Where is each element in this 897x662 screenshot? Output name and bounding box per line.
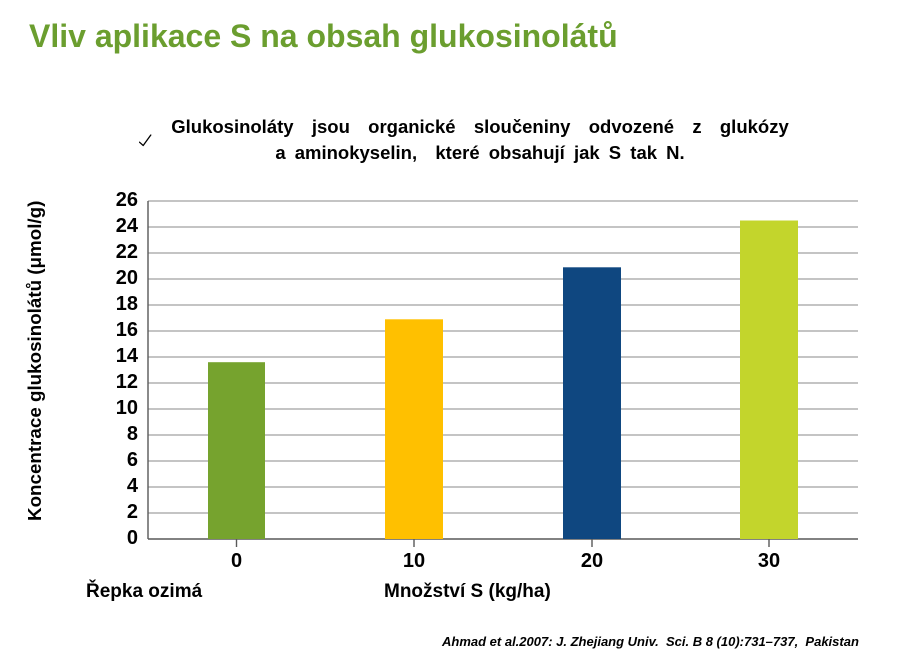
svg-text:6: 6 <box>127 449 138 471</box>
svg-text:20: 20 <box>581 550 603 572</box>
svg-text:20: 20 <box>116 267 138 289</box>
svg-text:24: 24 <box>116 215 139 237</box>
svg-text:10: 10 <box>116 397 138 419</box>
svg-text:0: 0 <box>231 550 242 572</box>
svg-text:26: 26 <box>116 189 138 211</box>
svg-text:16: 16 <box>116 319 138 341</box>
svg-text:2: 2 <box>127 501 138 523</box>
svg-text:18: 18 <box>116 293 138 315</box>
svg-text:22: 22 <box>116 241 138 263</box>
svg-text:14: 14 <box>116 345 139 367</box>
svg-text:12: 12 <box>116 371 138 393</box>
svg-text:0: 0 <box>127 527 138 549</box>
svg-text:4: 4 <box>127 475 139 497</box>
svg-text:30: 30 <box>758 550 780 572</box>
svg-text:8: 8 <box>127 423 138 445</box>
svg-text:10: 10 <box>403 550 425 572</box>
